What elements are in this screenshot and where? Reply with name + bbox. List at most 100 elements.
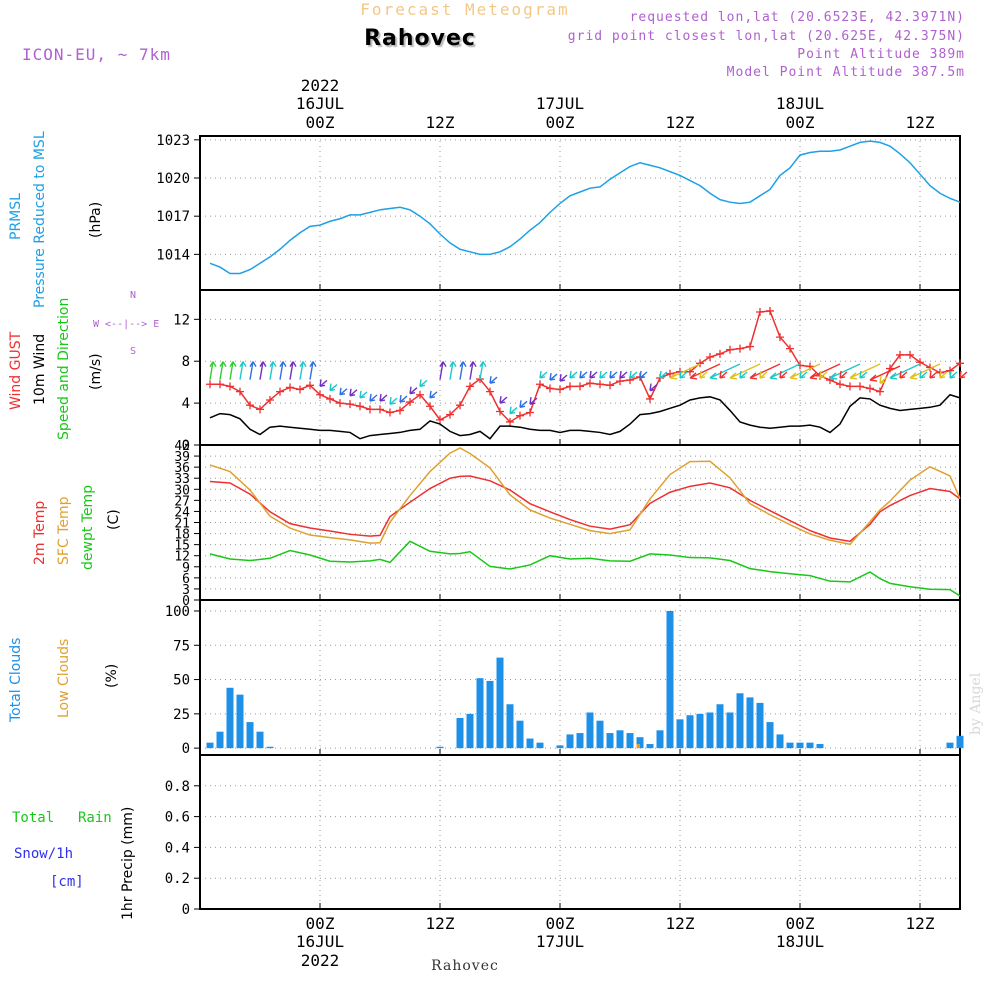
gust-marker — [696, 359, 704, 368]
y-tick-label: 27 — [174, 494, 190, 509]
meteogram-subtitle: Forecast Meteogram — [360, 0, 570, 19]
panel-frame — [199, 289, 961, 446]
total-cloud-bar — [786, 742, 794, 749]
y-tick-label: 0 — [182, 741, 190, 757]
wind-direction-arrow — [519, 400, 528, 408]
wind-direction-arrow — [539, 370, 548, 379]
time-label-bottom: 00Z — [306, 914, 335, 933]
day-label-bottom: 16JUL — [296, 932, 344, 951]
wind-direction-arrow — [559, 374, 568, 382]
total-cloud-bar — [956, 735, 964, 749]
total-cloud-bar — [626, 733, 634, 749]
y-tick-label: 6 — [182, 572, 190, 587]
gust-marker — [846, 382, 854, 391]
wind-direction-arrow — [889, 363, 921, 380]
gust-marker — [346, 400, 354, 409]
gust-marker — [426, 402, 434, 411]
wind-direction-arrow — [549, 372, 558, 381]
gust-marker — [836, 380, 844, 389]
total-cloud-bar — [266, 746, 274, 749]
gust-marker — [566, 382, 574, 391]
total-cloud-bar — [806, 742, 814, 749]
gust-marker — [736, 344, 744, 353]
gust-marker — [876, 387, 884, 396]
y-tick-label: 12 — [173, 312, 190, 328]
wind-direction-arrow — [399, 394, 408, 403]
gust-marker — [516, 411, 524, 420]
wind-direction-arrow — [719, 370, 728, 379]
gust-marker — [436, 415, 444, 424]
gust-marker — [286, 383, 294, 392]
precip-cm-label: [cm] — [50, 874, 84, 890]
time-label-top: 00Z — [306, 113, 335, 132]
total-cloud-bar — [816, 744, 824, 749]
wind-direction-arrow — [879, 376, 888, 384]
total-cloud-bar — [746, 697, 754, 749]
y-tick-label: 15 — [174, 539, 190, 554]
y-tick-label: 24 — [174, 505, 190, 520]
wind-direction-arrow — [689, 363, 721, 380]
wind-direction-arrow — [959, 370, 968, 379]
gust-marker — [576, 382, 584, 391]
gust-marker — [376, 405, 384, 414]
pressure-line — [209, 140, 961, 275]
time-label-bottom: 12Z — [906, 914, 935, 933]
panel-frame — [199, 599, 961, 756]
wind-direction-arrow — [469, 361, 477, 380]
time-label-top: 12Z — [906, 113, 935, 132]
total-cloud-bar — [716, 704, 724, 749]
total-cloud-bar — [236, 694, 244, 749]
wind-direction-arrow — [309, 361, 317, 380]
wind-direction-arrow — [819, 370, 828, 379]
wind-direction-arrow — [769, 363, 801, 380]
wind-direction-arrow — [299, 361, 307, 380]
total-cloud-bar — [256, 731, 264, 749]
total-cloud-bar — [526, 738, 534, 749]
gust-marker — [896, 350, 904, 359]
day-label-bottom: 18JUL — [776, 932, 824, 951]
total-cloud-bar — [706, 712, 714, 749]
time-label-bottom: 12Z — [426, 914, 455, 933]
point-altitude: Point Altitude 389m — [797, 47, 965, 62]
y-tick-label: 0.6 — [165, 810, 190, 826]
grid-coords: grid point closest lon,lat (20.625E, 42.… — [567, 29, 965, 44]
day-label-bottom: 17JUL — [536, 932, 584, 951]
wind-direction-arrow — [569, 370, 578, 379]
y-tick-label: 8 — [182, 354, 190, 370]
wind-direction-arrow — [829, 363, 861, 380]
gust-marker — [556, 385, 564, 394]
wind-direction-arrow — [439, 361, 447, 380]
compass-n: N — [130, 290, 137, 301]
total-cloud-bar — [576, 733, 584, 749]
wind-direction-arrow — [509, 406, 518, 415]
y-tick-label: 12 — [174, 550, 190, 565]
y-tick-label: 0 — [182, 594, 190, 609]
total-cloud-bar — [946, 742, 954, 749]
wind-direction-arrow — [389, 397, 398, 405]
wind-direction-arrow — [579, 370, 588, 379]
total-cloud-bar — [676, 719, 684, 749]
total-cloud-bar — [666, 610, 674, 749]
y-tick-label: 0 — [182, 438, 190, 454]
y-tick-label: 1023 — [156, 133, 190, 149]
year-label-bottom: 2022 — [301, 951, 340, 970]
wind-direction-arrow — [859, 370, 868, 379]
gust-marker — [666, 369, 674, 378]
wind-direction-arrow — [949, 370, 958, 379]
location-title: Rahovec — [364, 26, 476, 51]
wind-direction-arrow — [909, 363, 941, 380]
total-cloud-bar — [586, 712, 594, 749]
gust-marker — [496, 407, 504, 416]
day-label-top: 16JUL — [296, 94, 344, 113]
wind-direction-arrow — [289, 361, 297, 380]
gust-marker — [256, 405, 264, 414]
y-tick-label: 9 — [182, 561, 190, 576]
wind-direction-arrow — [759, 370, 768, 379]
y-tick-label: 18 — [174, 528, 190, 543]
time-label-bottom: 00Z — [786, 914, 815, 933]
total-cloud-bar — [476, 678, 484, 749]
total-cloud-bar — [206, 742, 214, 749]
gust-marker — [506, 417, 514, 426]
gust-marker — [866, 384, 874, 393]
